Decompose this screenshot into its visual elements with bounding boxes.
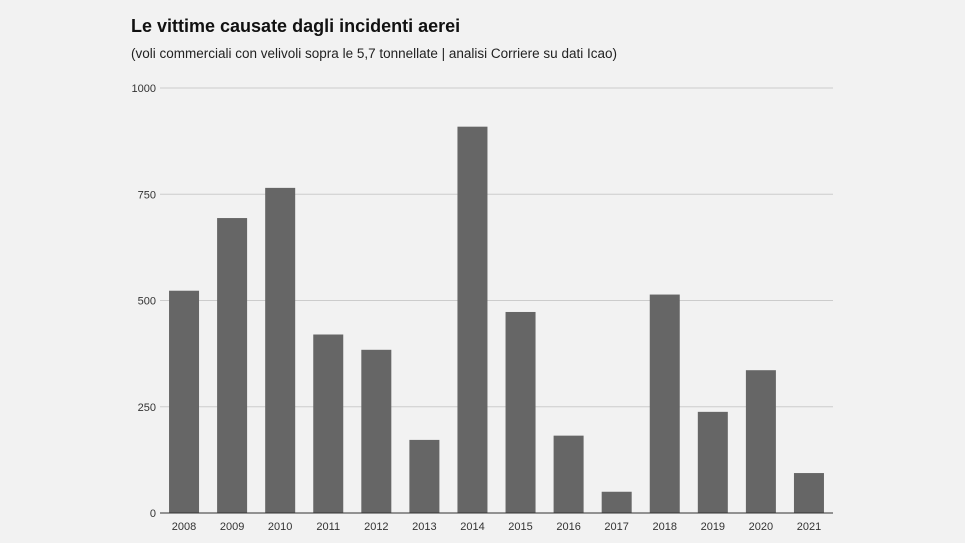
x-tick-label: 2008 [172, 521, 196, 533]
bar-2021 [793, 473, 824, 513]
bar-2017 [601, 491, 632, 513]
bar-2015 [505, 311, 536, 513]
x-tick-label: 2018 [653, 521, 677, 533]
x-tick-label: 2012 [364, 521, 388, 533]
bar-2009 [217, 218, 248, 514]
bar-2010 [265, 187, 296, 513]
x-tick-label: 2009 [220, 521, 244, 533]
bar-2008 [169, 290, 200, 513]
x-tick-label: 2020 [749, 521, 773, 533]
y-tick-label: 250 [138, 402, 156, 414]
y-tick-label: 500 [138, 296, 156, 308]
bar-2014 [457, 126, 488, 514]
x-tick-label: 2011 [316, 521, 340, 533]
y-tick-label: 1000 [132, 83, 156, 95]
x-tick-label: 2017 [604, 521, 628, 533]
gridlines [160, 87, 833, 408]
x-tick-label: 2014 [460, 521, 484, 533]
x-tick-label: 2016 [556, 521, 580, 533]
x-axis-ticks: 2008 2009 2010 2011 2012 2013 2014 2015 2016 2017… [172, 521, 821, 533]
x-tick-label: 2015 [508, 521, 532, 533]
x-tick-label: 2019 [701, 521, 725, 533]
x-tick-label: 2013 [412, 521, 436, 533]
x-tick-label: 2021 [797, 521, 821, 533]
bar-2019 [697, 411, 728, 513]
y-tick-label: 750 [138, 189, 156, 201]
bar-2011 [313, 334, 344, 513]
x-tick-label: 2010 [268, 521, 292, 533]
chart-subtitle: (voli commerciali con velivoli sopra le … [131, 46, 617, 61]
bar-2020 [745, 370, 776, 513]
bar-2013 [409, 439, 440, 513]
bar-2012 [361, 349, 392, 513]
bars [169, 126, 824, 514]
bar-2016 [553, 435, 584, 513]
y-tick-label: 0 [150, 508, 156, 520]
bar-2018 [649, 294, 680, 513]
y-axis-ticks: 0 250 500 750 1000 [132, 83, 156, 520]
chart-title: Le vittime causate dagli incidenti aerei [131, 16, 461, 36]
